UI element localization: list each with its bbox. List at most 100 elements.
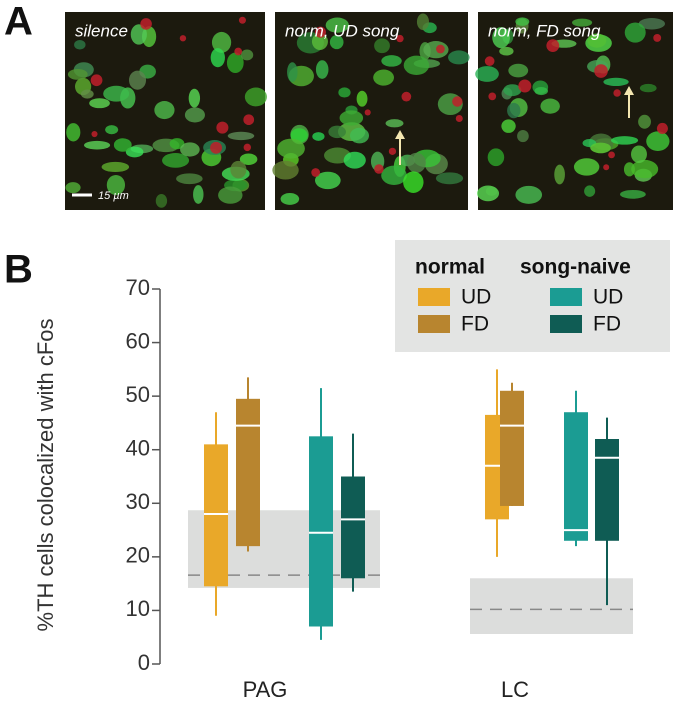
box: [595, 439, 619, 541]
cell: [325, 17, 349, 33]
cell: [338, 87, 351, 98]
cell: [272, 160, 299, 180]
cell: [211, 31, 232, 53]
cell: [603, 77, 629, 87]
cell: [534, 86, 548, 96]
cell: [169, 138, 185, 150]
cell-red: [653, 33, 662, 42]
cell: [343, 151, 366, 169]
cell: [403, 55, 430, 76]
cell-red: [396, 34, 404, 43]
y-tick-label: 40: [126, 436, 150, 461]
cell-red: [656, 122, 668, 134]
cell: [280, 193, 300, 205]
x-tick-label: PAG: [243, 677, 288, 702]
cell: [638, 18, 666, 30]
cell: [508, 63, 529, 78]
cell: [89, 98, 110, 109]
cell: [639, 83, 657, 93]
cell: [155, 193, 168, 208]
cell: [624, 22, 646, 43]
panel-label: A: [4, 0, 33, 44]
cell: [105, 125, 119, 135]
box: [309, 436, 333, 627]
cell: [184, 107, 205, 123]
cell-red: [234, 47, 243, 56]
cell: [385, 119, 404, 128]
cell: [356, 90, 368, 107]
cell-red: [594, 64, 608, 78]
cell: [573, 158, 600, 176]
cell-red: [452, 96, 463, 107]
cell: [244, 87, 267, 107]
cell: [74, 39, 86, 50]
cell: [239, 153, 258, 165]
legend-group-title: song-naive: [520, 256, 631, 279]
cell-red: [603, 164, 610, 171]
legend-swatch: [418, 288, 450, 306]
cell-red: [455, 114, 463, 123]
cell: [339, 110, 364, 126]
cell-red: [179, 35, 187, 42]
cell: [125, 146, 144, 158]
cell: [106, 174, 126, 196]
box: [500, 390, 524, 506]
cell-red: [210, 141, 222, 154]
cell: [113, 138, 132, 152]
cell-red: [374, 164, 384, 174]
box: [564, 412, 588, 541]
cell: [103, 85, 130, 102]
cell: [517, 130, 529, 143]
cell-red: [436, 44, 445, 54]
cell-red: [401, 91, 412, 102]
scale-bar-label: 15 µm: [98, 190, 129, 202]
box: [341, 476, 365, 579]
cell-red: [484, 56, 495, 66]
y-tick-label: 30: [126, 489, 150, 514]
box: [204, 444, 228, 587]
cell: [315, 171, 341, 190]
cell: [515, 185, 543, 204]
cell-red: [518, 79, 532, 93]
cell: [374, 38, 390, 54]
box: [236, 398, 260, 547]
cell: [227, 131, 255, 141]
cell: [590, 142, 611, 154]
cell: [499, 46, 514, 56]
cell: [312, 132, 325, 141]
cell: [631, 145, 647, 164]
y-tick-label: 50: [126, 382, 150, 407]
cell: [403, 171, 424, 193]
cell-red: [90, 74, 103, 87]
cell: [80, 89, 94, 99]
cell-red: [488, 92, 497, 101]
y-tick-label: 60: [126, 328, 150, 353]
cell: [188, 88, 201, 108]
cell: [407, 152, 426, 173]
cell: [584, 185, 596, 197]
cell-red: [311, 168, 320, 177]
cell: [311, 33, 328, 50]
y-tick-label: 70: [126, 275, 150, 300]
image-caption: norm, FD song: [488, 21, 601, 40]
cell: [501, 119, 516, 133]
cell: [130, 24, 147, 45]
cell: [373, 69, 395, 86]
cell: [66, 123, 81, 142]
cell: [101, 161, 130, 173]
cell: [287, 62, 298, 83]
cell-red: [243, 143, 252, 152]
y-tick-label: 20: [126, 543, 150, 568]
panel-label: B: [4, 248, 33, 292]
y-axis-label: %TH cells colocalized with cFos: [33, 319, 58, 632]
cell: [67, 68, 88, 80]
cell: [485, 186, 498, 196]
cell: [240, 49, 254, 61]
cell: [448, 50, 470, 65]
silence-band: [470, 578, 633, 634]
cell-red: [140, 18, 152, 30]
cell: [646, 131, 670, 152]
cell-red: [216, 121, 229, 134]
cell: [65, 182, 81, 194]
